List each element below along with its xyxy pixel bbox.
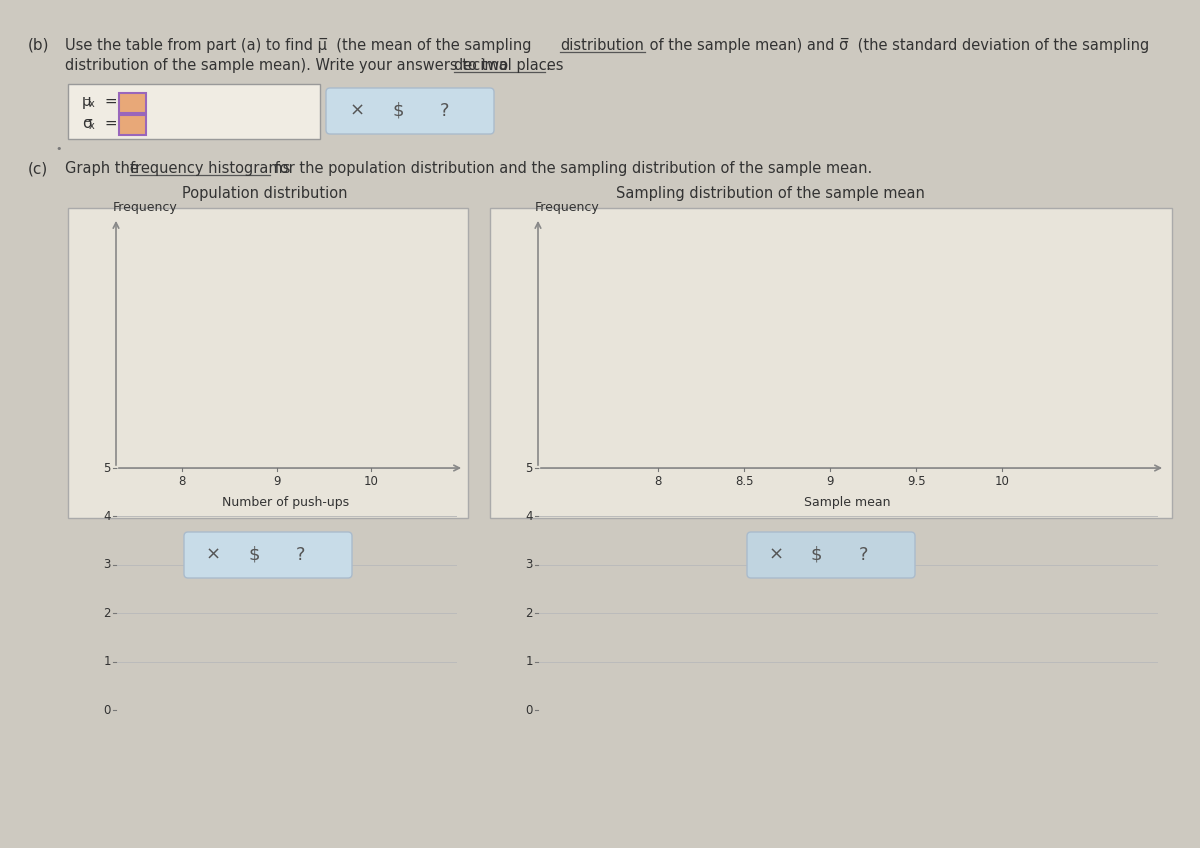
Text: decimal places: decimal places [454,58,564,73]
Text: 4: 4 [526,510,533,523]
Text: Sampling distribution of the sample mean: Sampling distribution of the sample mean [616,186,924,201]
Text: Frequency: Frequency [535,201,600,214]
Text: 10: 10 [364,475,378,488]
FancyBboxPatch shape [490,208,1172,518]
Text: distribution: distribution [560,38,644,53]
Text: 9: 9 [272,475,281,488]
Text: (b): (b) [28,38,49,53]
Text: (c): (c) [28,161,48,176]
Text: 9: 9 [827,475,834,488]
Text: ̅x: ̅x [90,121,96,131]
Text: 8: 8 [655,475,662,488]
Text: 8.5: 8.5 [736,475,754,488]
Text: Graph the: Graph the [65,161,144,176]
Text: .: . [545,58,550,73]
Text: 0: 0 [103,704,112,717]
Text: 5: 5 [103,461,112,475]
Text: =: = [100,94,122,109]
Text: Use the table from part (a) to find μ̅  (the mean of the sampling: Use the table from part (a) to find μ̅ (… [65,38,536,53]
Text: μ: μ [82,94,91,109]
Text: σ: σ [82,116,91,131]
Text: distribution of the sample mean). Write your answers to two: distribution of the sample mean). Write … [65,58,512,73]
Text: Sample mean: Sample mean [804,496,890,509]
Text: 1: 1 [103,656,112,668]
Text: 9.5: 9.5 [907,475,925,488]
Text: ×: × [206,546,221,564]
Text: 0: 0 [526,704,533,717]
Text: ?: ? [859,546,869,564]
Text: $: $ [392,102,403,120]
Text: $: $ [248,546,259,564]
Text: 4: 4 [103,510,112,523]
Text: ?: ? [440,102,450,120]
Text: Population distribution: Population distribution [182,186,348,201]
FancyBboxPatch shape [184,532,352,578]
Text: 3: 3 [103,558,112,572]
Text: 5: 5 [526,461,533,475]
Text: 8: 8 [179,475,186,488]
Text: •: • [55,144,61,154]
Text: 2: 2 [103,606,112,620]
FancyBboxPatch shape [119,93,146,113]
Text: for the population distribution and the sampling distribution of the sample mean: for the population distribution and the … [270,161,872,176]
Text: frequency histograms: frequency histograms [130,161,290,176]
Text: 10: 10 [995,475,1009,488]
Text: $: $ [811,546,822,564]
Text: ̅x: ̅x [90,99,96,109]
FancyBboxPatch shape [326,88,494,134]
Text: =: = [100,116,122,131]
Text: ×: × [769,546,784,564]
Text: of the sample mean) and σ̅  (the standard deviation of the sampling: of the sample mean) and σ̅ (the standard… [646,38,1150,53]
FancyBboxPatch shape [119,115,146,135]
FancyBboxPatch shape [68,208,468,518]
Text: 3: 3 [526,558,533,572]
FancyBboxPatch shape [746,532,916,578]
Text: Number of push-ups: Number of push-ups [222,496,349,509]
Text: 1: 1 [526,656,533,668]
Text: ?: ? [296,546,306,564]
Text: 2: 2 [526,606,533,620]
FancyBboxPatch shape [68,84,320,139]
Text: ×: × [350,102,365,120]
Text: Frequency: Frequency [113,201,178,214]
